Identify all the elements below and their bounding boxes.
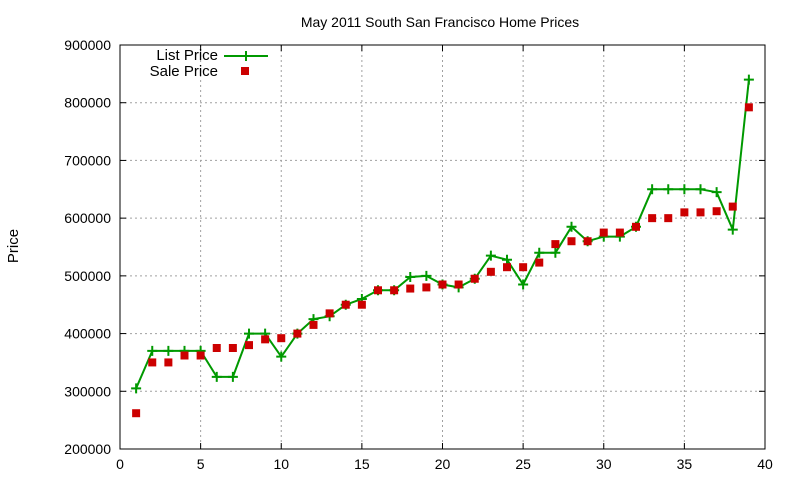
- sale-price-point: [164, 358, 173, 367]
- x-tick-label: 30: [596, 456, 612, 472]
- sale-price-point: [132, 409, 141, 418]
- list-price-point: [244, 328, 254, 339]
- y-tick-label: 900000: [64, 37, 111, 53]
- sale-price-point: [325, 309, 334, 318]
- sale-price-point: [406, 284, 415, 293]
- x-tick-label: 10: [273, 456, 289, 472]
- list-price-point: [534, 247, 545, 258]
- x-tick-label: 5: [197, 456, 205, 472]
- list-price-point: [421, 270, 432, 281]
- sale-price-point: [728, 202, 737, 211]
- x-tick-label: 15: [354, 456, 370, 472]
- sale-price-point: [180, 351, 189, 360]
- sale-price-point: [486, 267, 495, 276]
- grid: [120, 45, 765, 449]
- sale-price-point: [277, 334, 286, 343]
- sale-price-point: [357, 300, 366, 309]
- sale-price-point: [583, 237, 592, 246]
- list-price-point: [695, 184, 706, 195]
- list-price-point: [566, 221, 577, 232]
- sale-price-point: [196, 351, 205, 360]
- sale-price-point: [454, 280, 463, 289]
- sale-price-point: [293, 329, 302, 338]
- x-tick-label: 25: [515, 456, 531, 472]
- sale-price-point: [535, 258, 544, 267]
- sale-price-point: [664, 214, 673, 223]
- sale-price-point: [696, 208, 705, 217]
- sale-price-point: [648, 214, 657, 223]
- sale-price-point: [744, 103, 753, 112]
- legend-marker-list-price: [241, 51, 251, 61]
- x-tick-label: 0: [116, 456, 124, 472]
- list-price-point: [405, 272, 416, 283]
- chart-title: May 2011 South San Francisco Home Prices: [301, 14, 579, 30]
- legend-label-sale-price: Sale Price: [150, 63, 218, 80]
- sale-price-point: [245, 341, 253, 350]
- sale-price-point: [599, 228, 608, 237]
- list-price-point: [276, 351, 287, 362]
- y-tick-label: 300000: [64, 383, 111, 399]
- list-price-point: [227, 371, 238, 382]
- x-tick-label: 20: [435, 456, 451, 472]
- sale-price-point: [374, 286, 382, 295]
- list-price-point: [211, 371, 222, 382]
- list-price-point: [727, 224, 738, 235]
- sale-price-point: [551, 240, 560, 249]
- sale-price-point: [615, 228, 624, 237]
- sale-price-point: [567, 237, 576, 246]
- sale-price-point: [148, 358, 157, 367]
- list-price-point: [679, 184, 690, 195]
- list-price-point: [647, 184, 658, 195]
- sale-price-point: [503, 263, 511, 272]
- list-price-point: [550, 247, 561, 258]
- y-tick-label: 700000: [64, 152, 111, 168]
- list-price-point: [485, 250, 496, 261]
- y-tick-label: 400000: [64, 326, 111, 342]
- legend-label-list-price: List Price: [156, 47, 218, 64]
- sale-price-point: [309, 320, 318, 329]
- y-tick-label: 200000: [64, 441, 111, 457]
- sale-price-point: [680, 208, 689, 217]
- sale-price-point: [632, 222, 640, 231]
- legend: List Price Sale Price: [150, 47, 268, 80]
- x-tick-label: 35: [677, 456, 693, 472]
- list-price-point: [711, 187, 722, 198]
- sale-price-point: [390, 286, 399, 295]
- sale-price-point: [470, 274, 479, 283]
- sale-price-point: [261, 335, 270, 344]
- sale-price-point: [422, 283, 431, 292]
- list-price-point: [502, 254, 512, 265]
- y-tick-label: 600000: [64, 210, 111, 226]
- list-price-point: [663, 184, 674, 195]
- sale-price-point: [341, 300, 350, 309]
- list-price-point: [518, 279, 529, 290]
- x-tick-label: 40: [757, 456, 773, 472]
- y-tick-label: 800000: [64, 95, 111, 111]
- sale-price-point: [228, 344, 237, 352]
- legend-marker-sale-price: [241, 67, 249, 75]
- list-price-point: [163, 345, 174, 356]
- y-tick-label: 500000: [64, 268, 111, 284]
- axis-ticks: 0 5 10 15 20 25 30 35 40 200000 300000 400000 500000…: [64, 37, 773, 472]
- series-layer: [131, 74, 754, 418]
- sale-price-point: [712, 207, 721, 216]
- sale-price-point: [438, 280, 447, 289]
- list-price-point: [147, 345, 158, 356]
- list-price-point: [131, 383, 142, 394]
- sale-price-point: [212, 344, 221, 352]
- list-price-point: [743, 74, 754, 85]
- sale-price-point: [519, 263, 528, 272]
- y-axis-label: Price: [5, 229, 22, 263]
